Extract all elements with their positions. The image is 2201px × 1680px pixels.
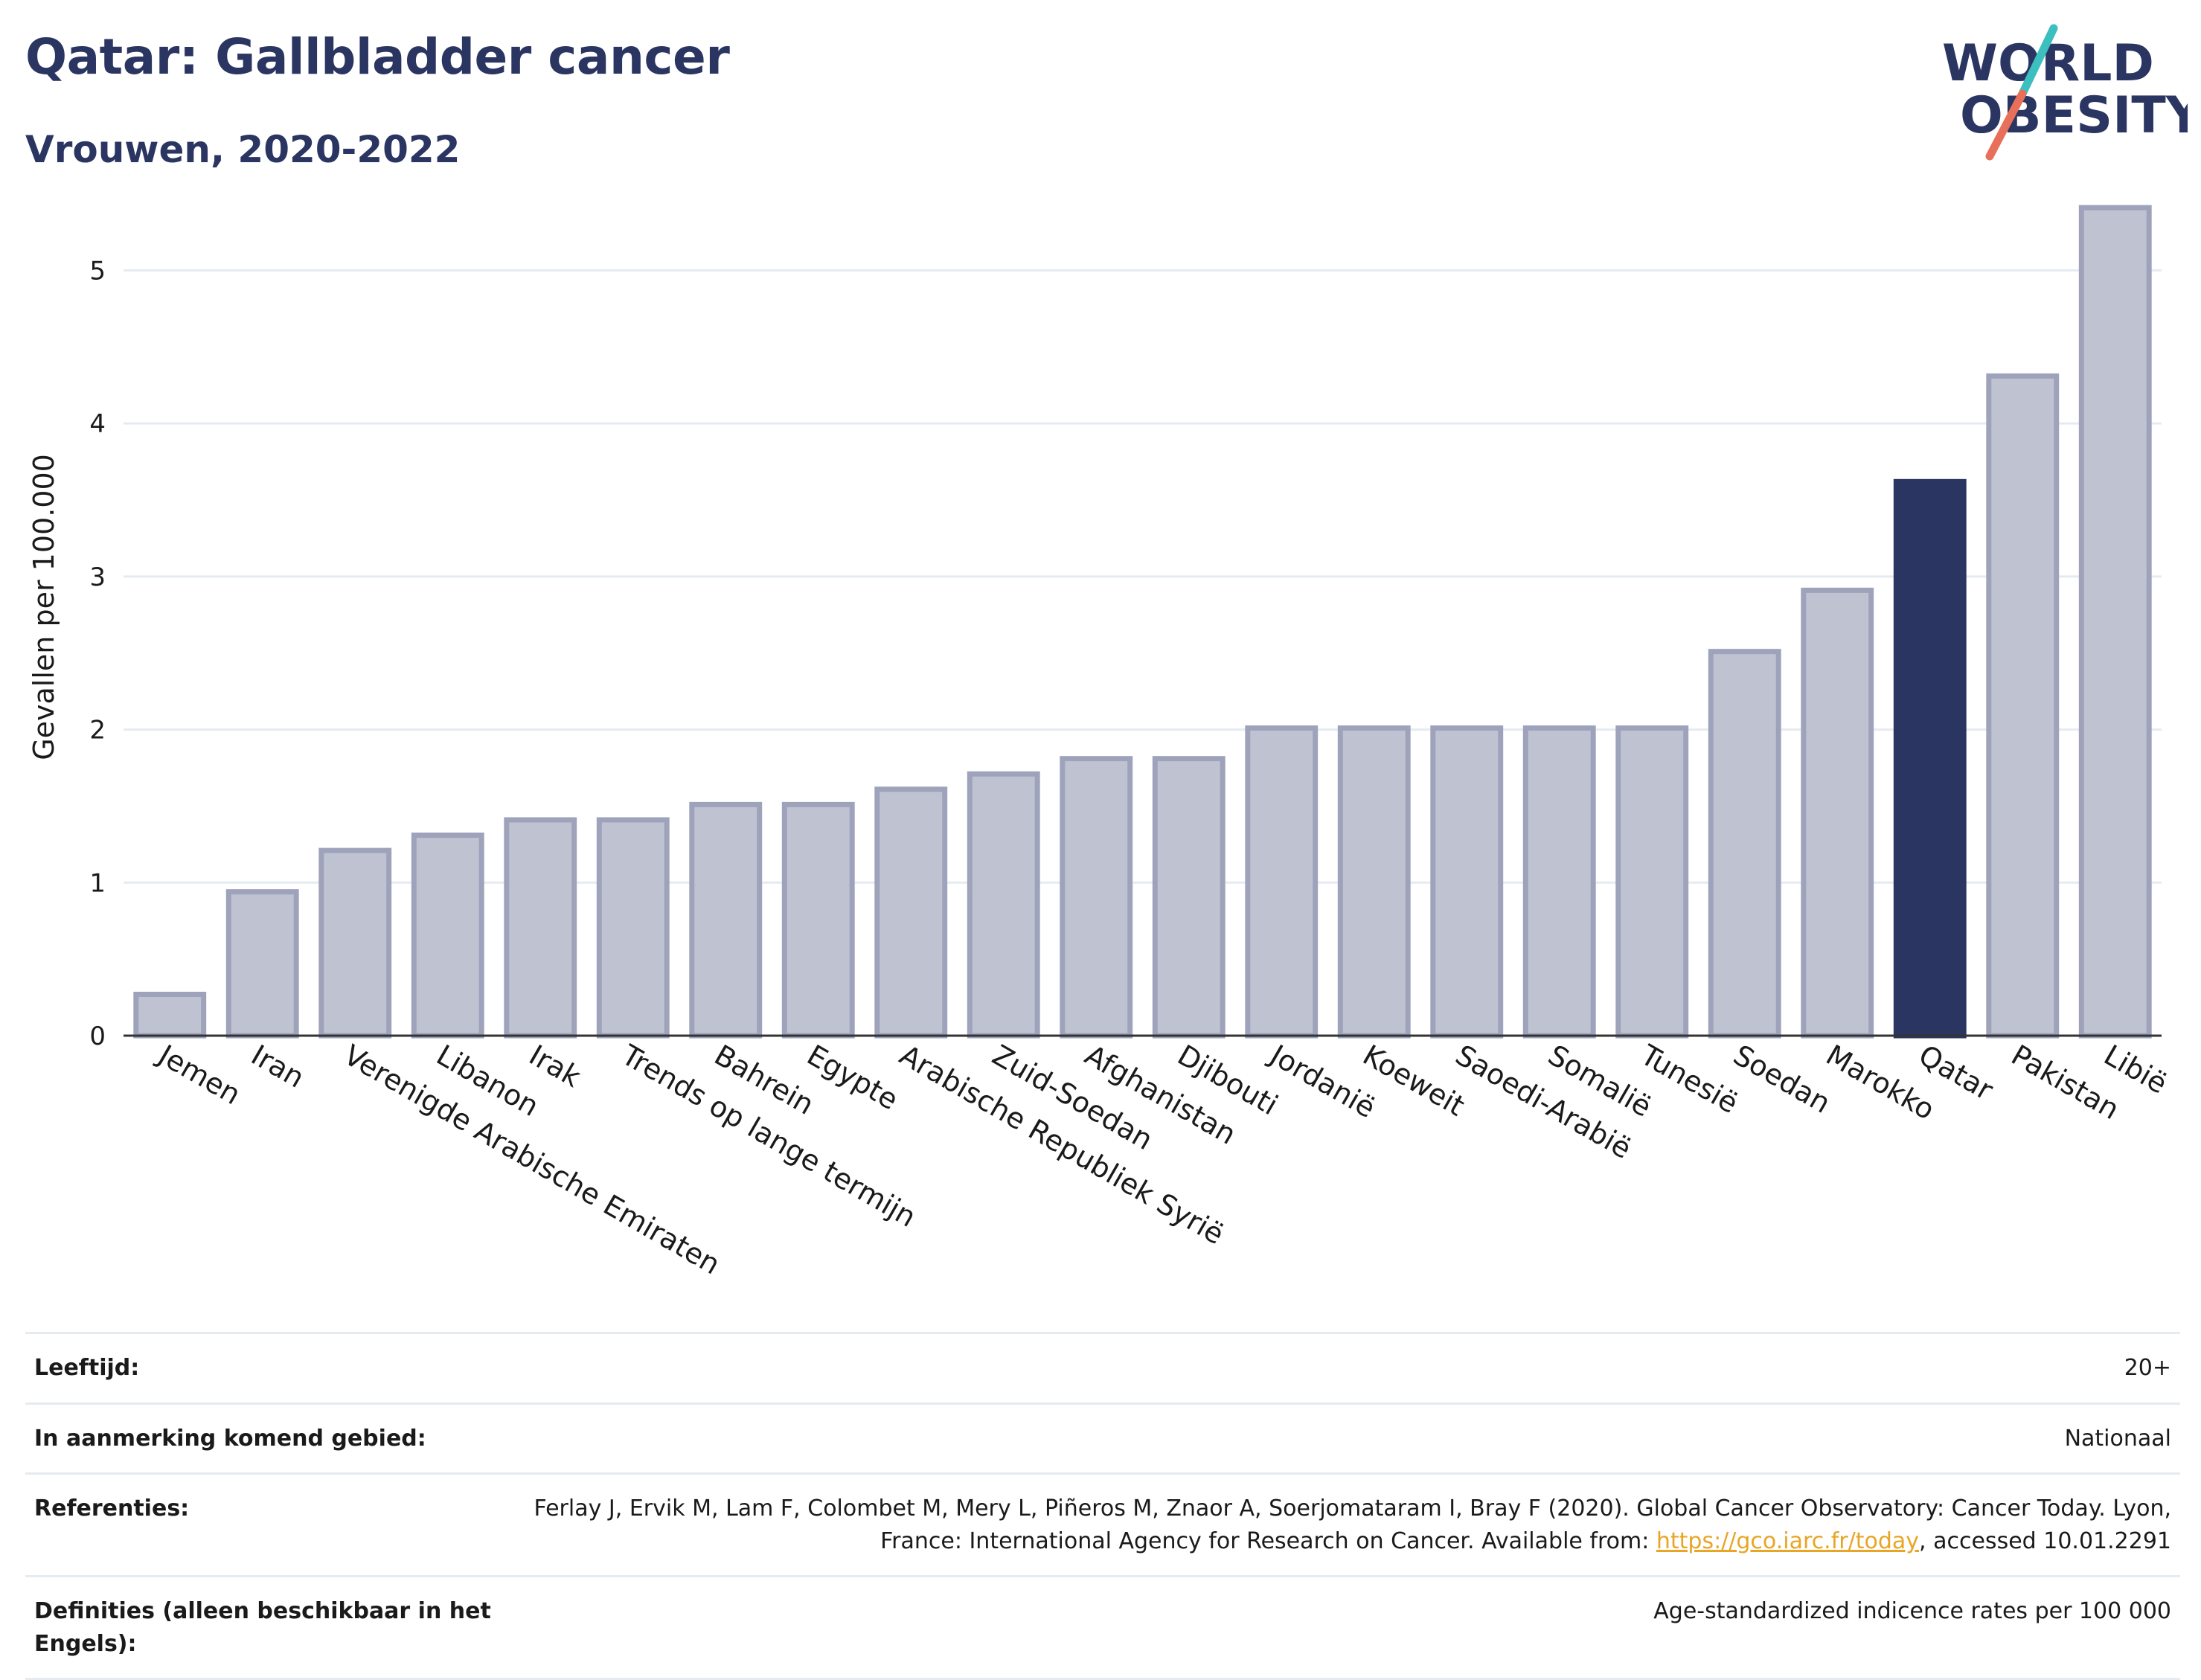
x-tick-label: Jordanië	[1263, 1038, 1381, 1125]
row-value: Age-standardized indicence rates per 100…	[519, 1575, 2180, 1680]
row-value: Nationaal	[519, 1402, 2180, 1474]
bar-saoedi-arabi-	[1430, 725, 1504, 1039]
row-label: Definities (alleen beschikbaar in het En…	[25, 1575, 519, 1680]
reference-accessed: , accessed 10.01.2291	[1919, 1527, 2171, 1554]
bar-jordani-	[1245, 725, 1319, 1039]
bar-verenigde-arabische-emiraten	[318, 847, 392, 1039]
bar-iran	[225, 889, 299, 1039]
bar-chart: 0 1 2 3 4 5 Jemen Iran Verenigde Arabische Emir…	[28, 205, 2173, 1281]
reference-link[interactable]: https://gco.iarc.fr/today	[1656, 1527, 1920, 1554]
x-tick-label: Soedan	[1728, 1039, 1836, 1120]
bar-irak	[504, 817, 577, 1039]
bar-somali-	[1522, 725, 1596, 1039]
bar-zuid-soedan	[967, 771, 1040, 1039]
world-obesity-logo: WORLD OBESITY	[1942, 24, 2188, 161]
table-row-age: Leeftijd: 20+	[25, 1332, 2180, 1403]
bar-djibouti	[1152, 756, 1226, 1039]
y-tick-label: 2	[89, 716, 106, 746]
bar-jemen	[133, 991, 207, 1039]
bar-pakistan	[1986, 373, 2060, 1039]
bar-qatar	[1893, 478, 1967, 1039]
bar-libi-	[2078, 205, 2152, 1039]
y-tick-label: 5	[89, 256, 106, 286]
y-tick-label: 0	[89, 1022, 106, 1051]
y-tick-label: 4	[89, 409, 106, 439]
reference-text: Ferlay J, Ervik M, Lam F, Colombet M, Me…	[534, 1495, 2171, 1554]
bar-koeweit	[1337, 725, 1411, 1039]
page-subtitle: Vrouwen, 2020-2022	[25, 128, 461, 171]
x-tick-label: Iran	[246, 1039, 310, 1094]
y-tick-label: 3	[89, 562, 106, 592]
bar-egypte	[781, 801, 855, 1039]
x-tick-label: Koeweit	[1357, 1039, 1470, 1123]
row-label: Leeftijd:	[25, 1332, 519, 1403]
table-row-definitions: Definities (alleen beschikbaar in het En…	[25, 1575, 2180, 1680]
bar-libanon	[411, 833, 484, 1039]
x-tick-label: Egypte	[801, 1039, 903, 1117]
bar-bahrein	[689, 801, 763, 1039]
x-tick-labels: Jemen Iran Verenigde Arabische EmiratenLib…	[152, 1038, 2173, 1281]
bars	[133, 205, 2152, 1039]
bar-tunesi-	[1615, 725, 1689, 1039]
logo-slash-red	[1985, 89, 2027, 161]
logo-slash-teal	[2018, 24, 2058, 98]
x-tick-label: Jemen	[152, 1038, 246, 1112]
row-value: 20+	[519, 1332, 2180, 1403]
bar-arabische-republiek-syri-	[874, 786, 948, 1039]
table-row-area: In aanmerking komend gebied: Nationaal	[25, 1402, 2180, 1474]
bar-afghanistan	[1060, 756, 1133, 1039]
y-tick-label: 1	[89, 868, 106, 898]
bar-soedan	[1708, 649, 1781, 1039]
y-tick-labels: 0 1 2 3 4 5	[89, 256, 106, 1051]
row-value: Ferlay J, Ervik M, Lam F, Colombet M, Me…	[519, 1472, 2180, 1577]
page-title: Qatar: Gallbladder cancer	[25, 28, 730, 86]
row-label: In aanmerking komend gebied:	[25, 1402, 519, 1474]
info-table: Leeftijd: 20+ In aanmerking komend gebie…	[25, 1332, 2180, 1680]
bar-marokko	[1801, 587, 1874, 1039]
x-tick-label: Tunesië	[1635, 1038, 1743, 1120]
table-row-references: Referenties: Ferlay J, Ervik M, Lam F, C…	[25, 1472, 2180, 1577]
bar-trends-op-lange-termijn	[596, 817, 670, 1039]
x-tick-label: Irak	[524, 1039, 586, 1094]
y-axis-title: Gevallen per 100.000	[28, 454, 60, 760]
row-label: Referenties:	[25, 1472, 519, 1577]
